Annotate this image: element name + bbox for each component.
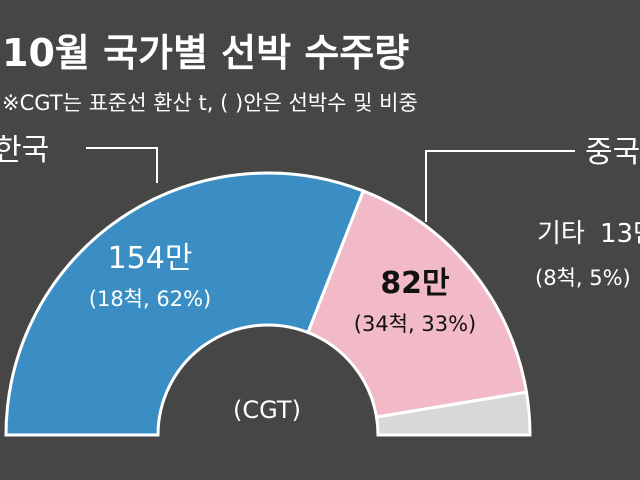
chart-title: 10월 국가별 선박 수주량 <box>2 31 409 75</box>
slice-value-other: 13만 <box>600 219 640 249</box>
slice-detail-other: (8척, 5%) <box>535 266 631 290</box>
slice-other <box>374 390 532 437</box>
slice-detail-korea: (18척, 62%) <box>89 287 211 311</box>
slice-detail-china: (34척, 33%) <box>354 312 476 336</box>
slices-group <box>4 171 532 437</box>
slice-value-korea: 154만 <box>108 241 193 276</box>
chart-subtitle: ※CGT는 표준선 환산 t, ( )안은 선박수 및 비중 <box>2 91 418 115</box>
slice-name-china: 중국 <box>585 135 640 170</box>
slice-name-other: 기타 <box>537 219 585 249</box>
leader-line-china <box>425 150 575 222</box>
center-unit-label: (CGT) <box>233 396 301 424</box>
leader-line-korea <box>86 147 158 183</box>
slice-china <box>306 188 529 419</box>
slice-value-china: 82만 <box>380 266 450 301</box>
slice-korea <box>4 171 366 437</box>
slice-name-korea: 한국 <box>0 133 49 168</box>
